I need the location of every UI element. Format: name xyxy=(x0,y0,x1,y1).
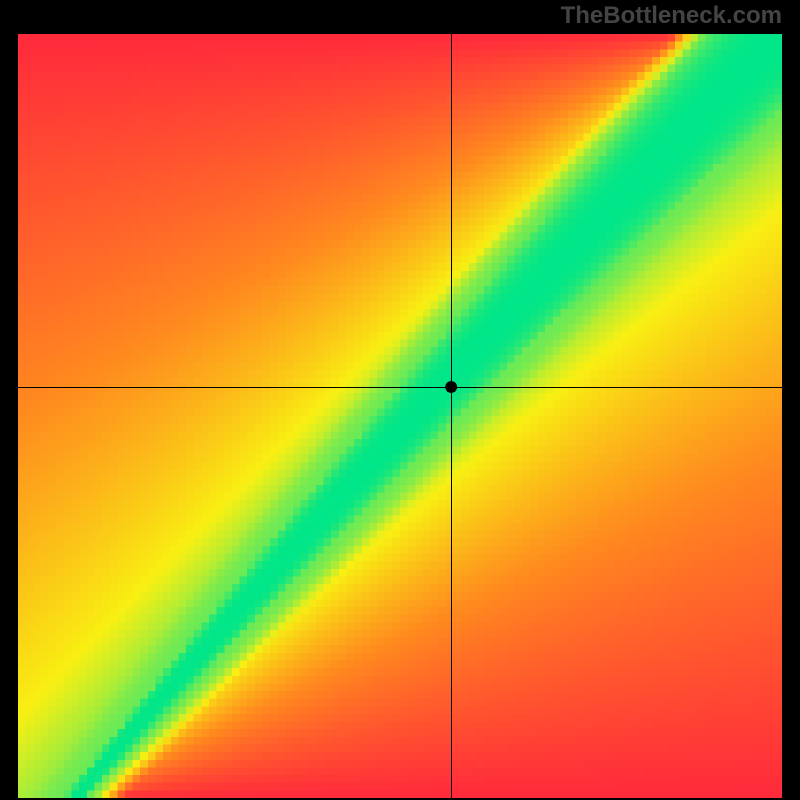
chart-container: { "canvas": { "width_px": 800, "height_p… xyxy=(0,0,800,800)
watermark-text: TheBottleneck.com xyxy=(561,2,782,30)
crosshair-overlay xyxy=(18,34,782,798)
